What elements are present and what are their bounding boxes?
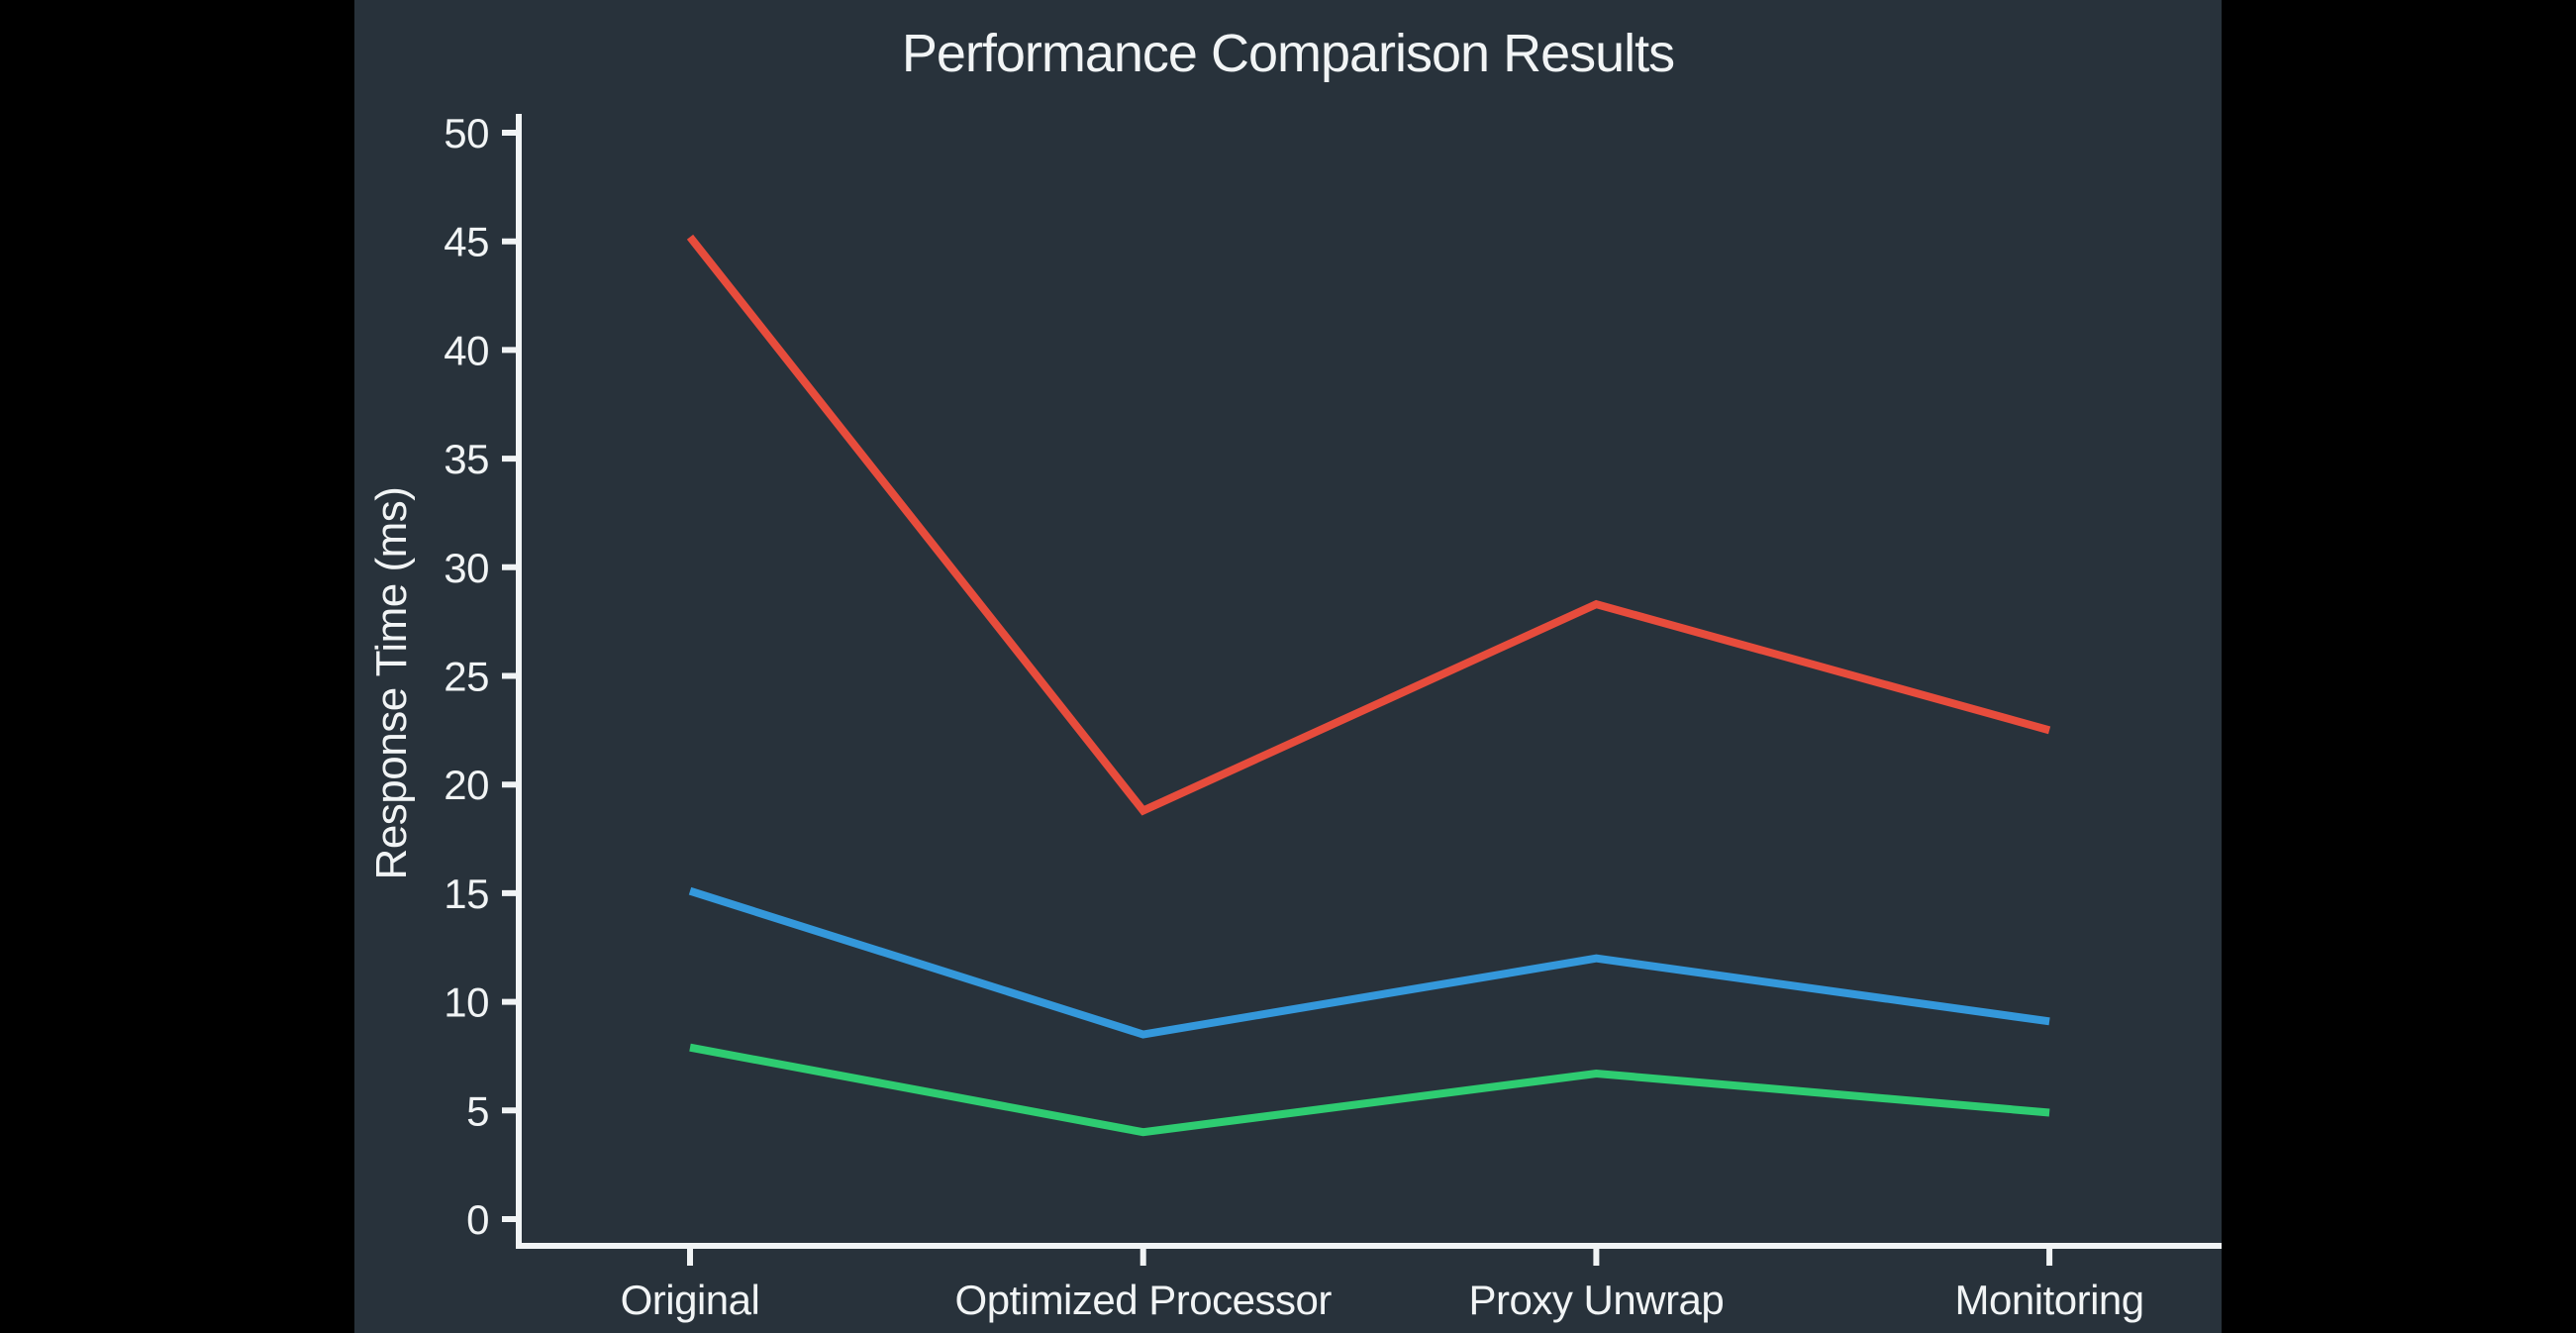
y-tick-label: 5	[466, 1087, 489, 1134]
y-tick-label: 15	[444, 871, 489, 917]
series-line	[688, 886, 2050, 1039]
series-line	[689, 1043, 2050, 1137]
y-tick-label: 20	[444, 762, 489, 808]
y-tick-label: 50	[444, 110, 489, 156]
series-line	[686, 234, 2051, 816]
line-chart: Performance Comparison Results Response …	[367, 24, 2222, 1323]
x-tick-label: Optimized Processor	[955, 1277, 1333, 1323]
x-tick-label: Proxy Unwrap	[1469, 1277, 1725, 1323]
x-tick-label: Monitoring	[1955, 1277, 2144, 1323]
chart-title: Performance Comparison Results	[902, 24, 1674, 83]
y-tick-label: 30	[444, 545, 489, 591]
y-tick-label: 35	[444, 436, 489, 482]
y-tick-label: 25	[444, 654, 489, 700]
y-tick-label: 45	[444, 219, 489, 265]
chart-figure: Performance Comparison Results Response …	[354, 0, 2222, 1333]
y-tick-label: 10	[444, 979, 489, 1026]
y-axis-label: Response Time (ms)	[367, 487, 416, 880]
x-tick-label: Original	[621, 1277, 760, 1323]
axes-layer: 0 5 10 15 20 25 30 35 40 45 50 Original Optimized Pr…	[444, 110, 2222, 1323]
series-layer	[686, 234, 2051, 1137]
y-tick-label: 40	[444, 327, 489, 373]
y-tick-label: 0	[466, 1196, 489, 1243]
